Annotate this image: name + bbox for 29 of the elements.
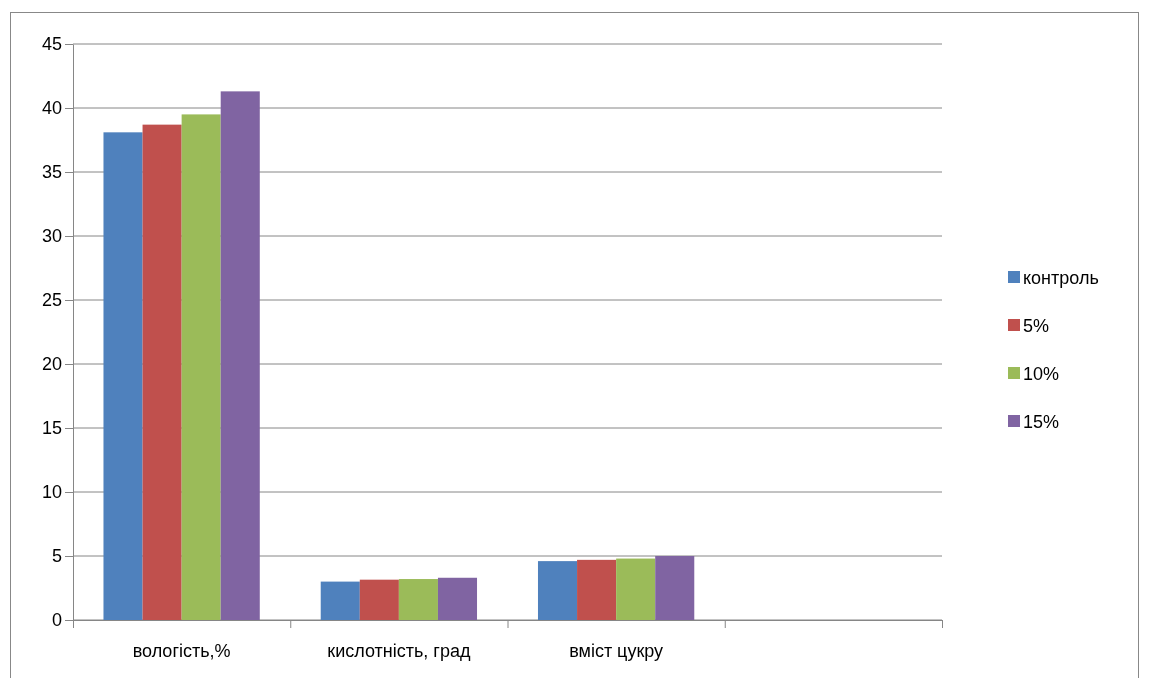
bar bbox=[655, 556, 695, 620]
y-tick-label: 5 bbox=[51, 546, 62, 567]
y-tick-label: 20 bbox=[41, 354, 62, 375]
bar bbox=[437, 577, 478, 620]
bar bbox=[103, 132, 143, 620]
x-tick-label: вологість,% bbox=[132, 641, 231, 662]
bar bbox=[181, 114, 221, 620]
y-tick-label: 25 bbox=[41, 290, 62, 311]
bar bbox=[220, 91, 260, 620]
x-tick-label: вміст цукру bbox=[569, 641, 664, 662]
y-tick-label: 35 bbox=[41, 162, 62, 183]
y-tick-label: 0 bbox=[51, 610, 62, 631]
bar bbox=[142, 124, 182, 620]
bar bbox=[359, 579, 399, 620]
bar bbox=[577, 559, 617, 620]
y-tick-label: 15 bbox=[41, 418, 62, 439]
bar bbox=[398, 579, 438, 620]
y-tick-label: 10 bbox=[41, 482, 62, 503]
legend-label: контроль bbox=[1023, 268, 1099, 288]
legend-label: 10% bbox=[1023, 364, 1060, 384]
legend-label: 15% bbox=[1023, 412, 1060, 432]
y-tick-label: 45 bbox=[41, 34, 62, 55]
bar bbox=[320, 581, 360, 620]
bar bbox=[616, 558, 656, 620]
bar bbox=[537, 561, 578, 620]
x-tick-label: кислотність, град bbox=[327, 641, 471, 662]
y-tick-label: 40 bbox=[41, 98, 62, 119]
legend-label: 5% bbox=[1023, 316, 1050, 336]
y-tick-label: 30 bbox=[41, 226, 62, 247]
